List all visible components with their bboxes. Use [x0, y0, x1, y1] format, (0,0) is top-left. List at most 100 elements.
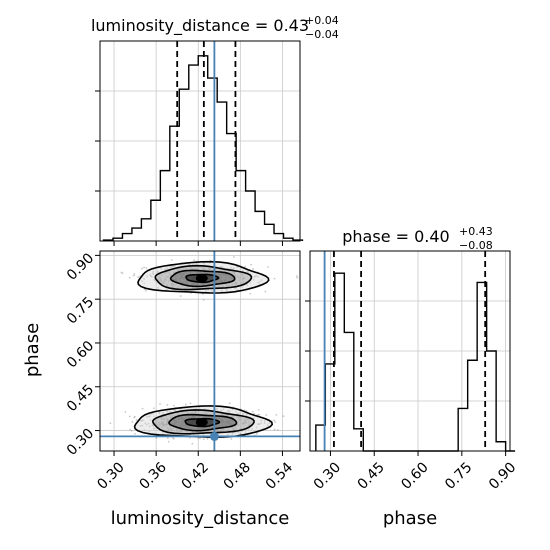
scatter-point: [149, 273, 152, 276]
scatter-point: [179, 295, 182, 297]
scatter-point: [230, 276, 233, 279]
scatter-point: [243, 422, 246, 425]
scatter-point: [234, 280, 237, 283]
x-axis-label-luminosity: luminosity_distance: [111, 508, 290, 529]
scatter-xtick-label: 0.54: [263, 459, 296, 492]
scatter-point: [133, 273, 136, 275]
scatter-point: [161, 279, 163, 281]
scatter-point: [222, 421, 225, 423]
scatter-point: [221, 414, 224, 416]
scatter-point: [209, 278, 211, 281]
scatter-point: [173, 414, 176, 417]
scatter-xtick-label: 0.48: [221, 459, 254, 492]
scatter-point: [194, 427, 197, 430]
hist0-title-sup: +0.04: [305, 14, 339, 27]
scatter-frame: [99, 250, 301, 452]
scatter-point: [161, 426, 164, 429]
y-axis-label-phase: phase: [22, 323, 43, 377]
scatter-point: [168, 273, 171, 276]
scatter-point: [124, 410, 127, 413]
scatter-point: [225, 418, 228, 421]
scatter-point: [180, 420, 183, 423]
scatter-point: [164, 272, 167, 275]
scatter-point: [274, 421, 277, 423]
scatter-point: [166, 404, 169, 406]
scatter-point: [148, 430, 151, 433]
scatter-point: [220, 273, 223, 275]
scatter-point: [239, 276, 242, 279]
scatter-point: [258, 423, 261, 425]
scatter-point: [194, 422, 196, 425]
scatter-point: [251, 410, 254, 413]
scatter-ytick-label: 0.45: [64, 382, 97, 415]
scatter-point: [234, 275, 237, 278]
scatter-point: [224, 424, 226, 426]
scatter-point: [140, 280, 143, 282]
scatter-point: [174, 278, 176, 281]
scatter-point: [153, 415, 156, 418]
scatter-ytick-label: 0.60: [64, 338, 97, 371]
scatter-point: [193, 259, 196, 261]
scatter-point: [205, 416, 208, 419]
scatter-point: [202, 267, 205, 269]
scatter-point: [207, 420, 210, 422]
scatter-point: [146, 275, 149, 278]
scatter-point: [186, 411, 189, 413]
scatter-point: [143, 428, 146, 431]
scatter-point: [203, 427, 206, 430]
scatter-contour-core: [195, 418, 208, 427]
scatter-point: [189, 402, 192, 405]
scatter-point: [128, 415, 131, 418]
scatter-point: [273, 277, 276, 280]
scatter-point: [157, 271, 159, 274]
scatter-point: [196, 426, 199, 429]
scatter-point: [180, 423, 183, 426]
scatter-point: [220, 280, 222, 283]
scatter-point: [179, 268, 182, 270]
scatter-point: [246, 418, 249, 421]
scatter-point: [251, 427, 253, 430]
scatter-point: [202, 411, 205, 414]
panel-phase-histogram: 0.30 0.45 0.60 0.75 0.90 phase = 0.40 +0.43 …: [305, 225, 519, 529]
hist1-title: phase = 0.40: [342, 227, 449, 246]
scatter-point: [141, 267, 143, 270]
scatter-point: [164, 423, 167, 426]
scatter-point: [243, 409, 246, 412]
scatter-point: [277, 428, 279, 431]
scatter-point: [193, 282, 195, 285]
scatter-point: [163, 417, 166, 420]
hist0-title: luminosity_distance = 0.43: [91, 16, 309, 36]
scatter-point: [234, 425, 237, 428]
scatter-point: [172, 266, 175, 268]
scatter-point: [212, 277, 214, 280]
scatter-point: [219, 274, 222, 276]
scatter-point: [186, 286, 189, 288]
scatter-point: [237, 431, 240, 434]
scatter-xtick-label: 0.30: [94, 459, 127, 492]
scatter-point: [142, 419, 145, 422]
scatter-point: [168, 410, 171, 413]
scatter-point: [199, 282, 202, 285]
scatter-point: [196, 271, 199, 274]
scatter-point: [232, 256, 235, 258]
scatter-point: [205, 430, 208, 433]
scatter-point: [164, 279, 167, 281]
scatter-point: [159, 403, 161, 405]
scatter-point: [275, 413, 278, 416]
scatter-point: [162, 282, 165, 284]
scatter-point: [154, 421, 157, 424]
scatter-point: [151, 272, 154, 275]
scatter-point: [202, 438, 205, 441]
scatter-point: [191, 422, 194, 425]
scatter-point: [133, 416, 136, 419]
scatter-point: [260, 279, 263, 282]
scatter-point: [175, 428, 178, 431]
scatter-point: [222, 266, 224, 269]
scatter-point: [265, 414, 268, 416]
scatter-point: [121, 272, 124, 275]
scatter-point: [214, 272, 217, 275]
scatter-point: [229, 410, 232, 413]
scatter-point: [233, 273, 236, 275]
scatter-point: [169, 414, 171, 417]
scatter-point: [266, 424, 269, 427]
